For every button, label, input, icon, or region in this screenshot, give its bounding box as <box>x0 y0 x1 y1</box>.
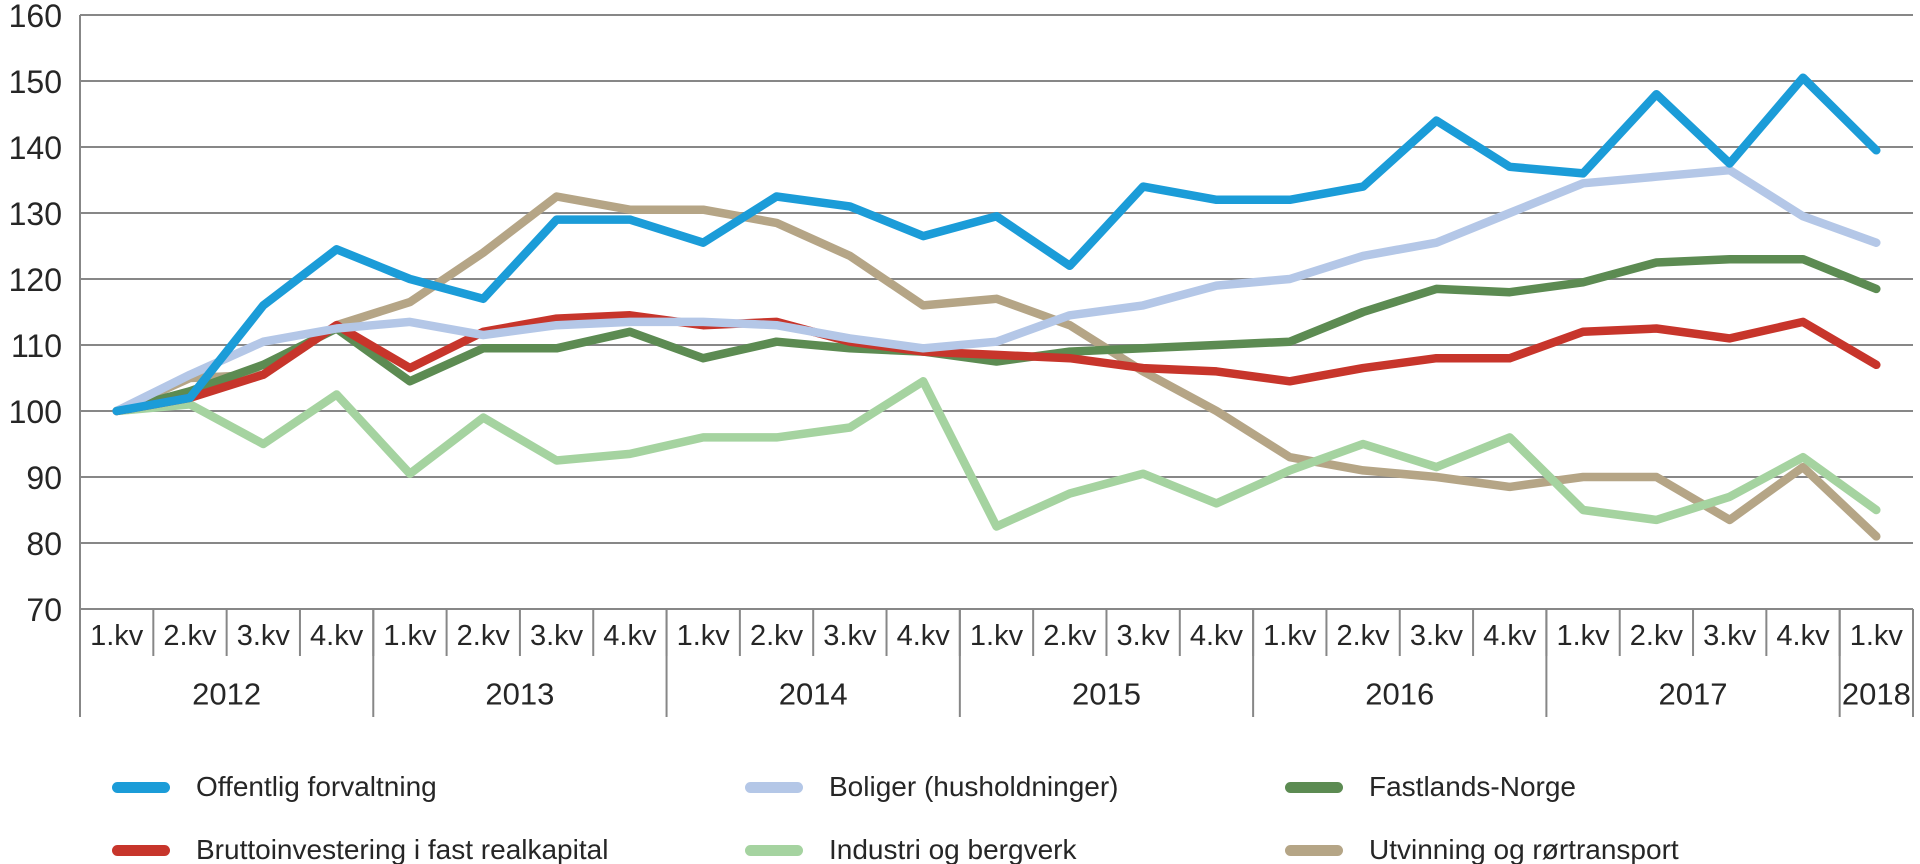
series-line-3 <box>112 311 1881 416</box>
x-quarter-label: 3.kv <box>530 620 584 652</box>
x-quarter-label: 3.kv <box>1410 620 1464 652</box>
legend-label-5: Utvinning og rørtransport <box>1369 834 1679 864</box>
legend-item-0: Offentlig forvaltning <box>112 771 437 802</box>
x-quarter-label: 1.kv <box>1263 620 1317 652</box>
legend-item-3: Bruttoinvestering i fast realkapital <box>112 834 609 864</box>
x-quarter-label: 4.kv <box>1190 620 1244 652</box>
legend-item-5: Utvinning og rørtransport <box>1285 834 1679 864</box>
x-year-label: 2014 <box>779 677 848 712</box>
x-year-label: 2017 <box>1659 677 1728 712</box>
x-quarter-label: 1.kv <box>1850 620 1904 652</box>
x-year-label: 2013 <box>485 677 554 712</box>
x-quarter-label: 4.kv <box>1776 620 1830 652</box>
legend-swatch-5 <box>1285 844 1343 856</box>
legend-label-4: Industri og bergverk <box>829 834 1077 864</box>
y-tick-label: 160 <box>9 0 62 34</box>
y-tick-label: 80 <box>26 526 62 562</box>
x-quarter-label: 2.kv <box>457 620 511 652</box>
legend-label-1: Boliger (husholdninger) <box>829 771 1119 802</box>
x-quarter-label: 2.kv <box>163 620 217 652</box>
x-quarter-label: 4.kv <box>897 620 951 652</box>
y-tick-label: 110 <box>11 328 62 364</box>
x-quarter-label: 3.kv <box>237 620 291 652</box>
line-chart: 160 150 140 130 120 110 100 90 80 70 1.kv 2.kv 3.kv 4… <box>9 0 1914 717</box>
series-line-5 <box>112 192 1881 541</box>
legend-item-1: Boliger (husholdninger) <box>745 771 1119 802</box>
y-tick-label: 90 <box>26 460 62 496</box>
legend-swatch-0 <box>112 781 170 793</box>
legend-swatch-3 <box>112 844 170 856</box>
legend-label-0: Offentlig forvaltning <box>196 771 437 802</box>
series-line-2 <box>112 254 1881 416</box>
y-tick-label: 150 <box>9 64 62 100</box>
x-year-label: 2015 <box>1072 677 1141 712</box>
legend-label-2: Fastlands-Norge <box>1369 771 1576 802</box>
x-quarter-label: 1.kv <box>1556 620 1610 652</box>
series-line-4 <box>112 377 1881 531</box>
legend-swatch-1 <box>745 781 803 793</box>
y-tick-label: 140 <box>9 130 62 166</box>
x-quarter-label: 4.kv <box>1483 620 1537 652</box>
x-year-label: 2016 <box>1365 677 1434 712</box>
y-tick-label: 120 <box>9 262 62 298</box>
x-quarter-label: 1.kv <box>970 620 1024 652</box>
x-quarter-label: 1.kv <box>677 620 731 652</box>
x-year-label: 2012 <box>192 677 261 712</box>
legend-label-3: Bruttoinvestering i fast realkapital <box>196 834 609 864</box>
legend-swatch-4 <box>745 844 803 856</box>
x-quarter-label: 3.kv <box>823 620 877 652</box>
x-quarter-label: 4.kv <box>310 620 364 652</box>
x-quarter-label: 1.kv <box>383 620 437 652</box>
x-year-label: 2018 <box>1842 677 1911 712</box>
series-line-0 <box>112 73 1881 416</box>
y-tick-label: 100 <box>9 394 62 430</box>
series-line-1 <box>112 165 1881 416</box>
x-quarter-label: 3.kv <box>1117 620 1171 652</box>
legend-item-4: Industri og bergverk <box>745 834 1077 864</box>
y-tick-label: 70 <box>26 592 62 628</box>
x-quarter-label: 4.kv <box>603 620 657 652</box>
x-quarter-label: 1.kv <box>90 620 144 652</box>
legend-item-2: Fastlands-Norge <box>1285 771 1576 802</box>
x-quarter-label: 2.kv <box>1630 620 1684 652</box>
x-quarter-label: 2.kv <box>1043 620 1097 652</box>
x-quarter-label: 2.kv <box>750 620 804 652</box>
x-quarter-label: 2.kv <box>1337 620 1391 652</box>
x-quarter-label: 3.kv <box>1703 620 1757 652</box>
legend-swatch-2 <box>1285 781 1343 793</box>
y-tick-label: 130 <box>9 196 62 232</box>
